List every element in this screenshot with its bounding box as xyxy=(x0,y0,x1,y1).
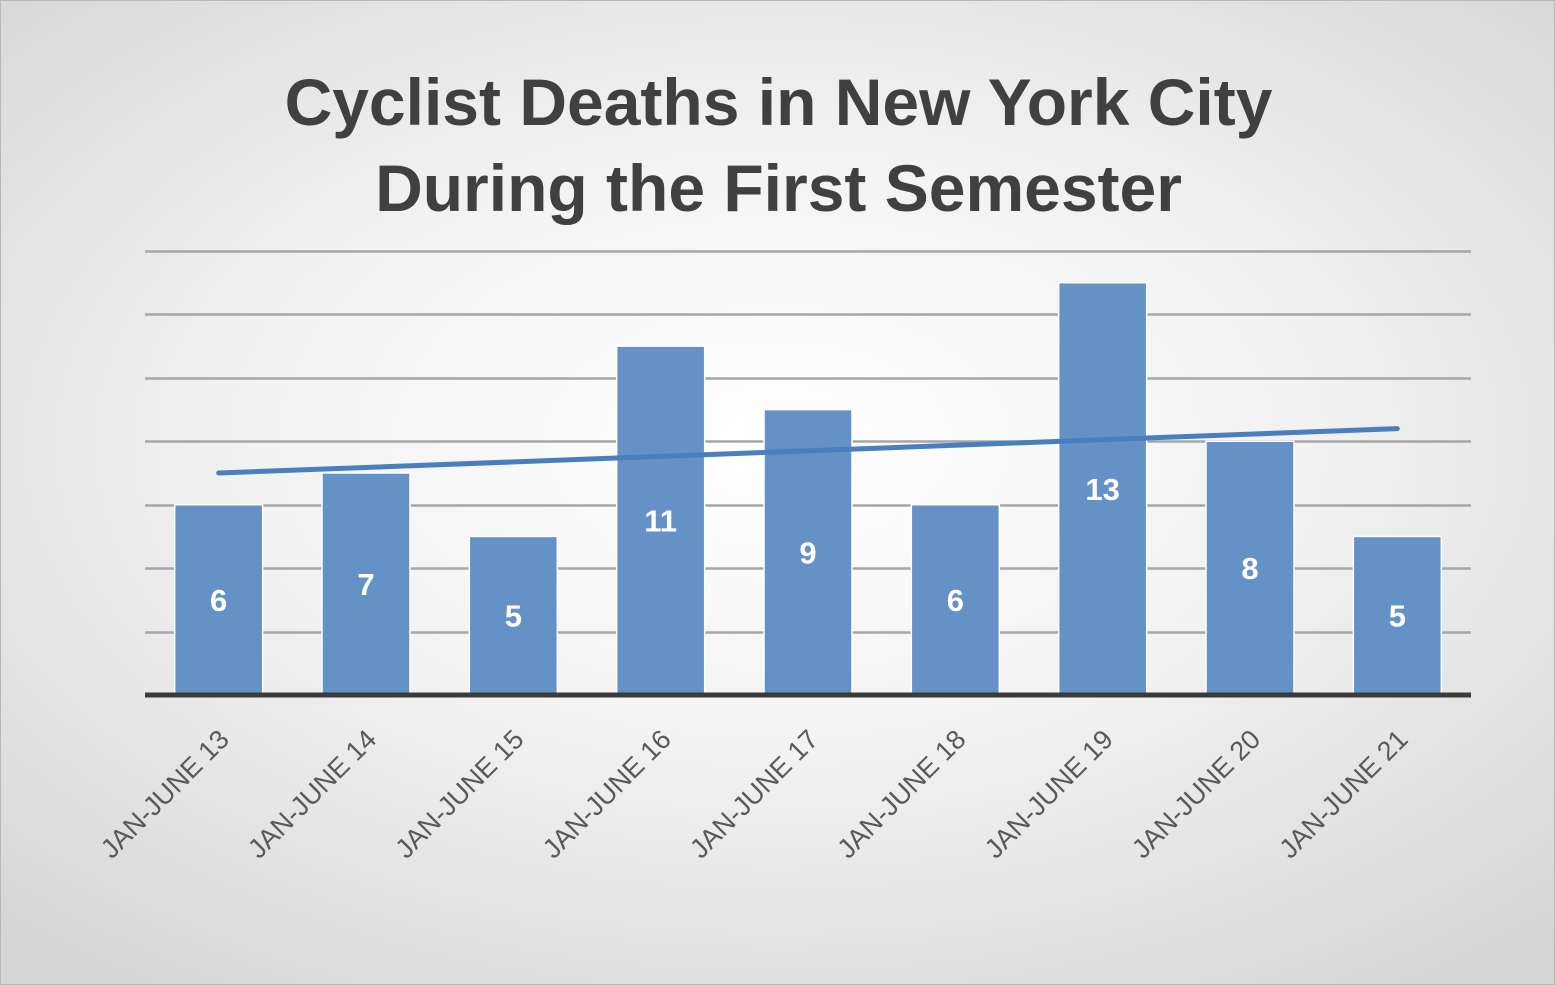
x-tick-label: JAN-JUNE 19 xyxy=(979,724,1119,864)
data-label: 6 xyxy=(947,583,964,618)
bar xyxy=(173,503,264,696)
bar xyxy=(1352,535,1443,696)
data-label: 6 xyxy=(210,583,227,618)
chart-title-line-1: Cyclist Deaths in New York City xyxy=(284,65,1273,139)
data-label: 11 xyxy=(644,504,677,539)
x-tick-label: JAN-JUNE 16 xyxy=(537,724,677,864)
x-tick-label: JAN-JUNE 20 xyxy=(1126,724,1266,864)
x-tick-label: JAN-JUNE 14 xyxy=(242,724,382,864)
data-label: 8 xyxy=(1241,551,1258,586)
bar xyxy=(763,408,853,696)
bar xyxy=(1057,281,1148,696)
x-tick-label: JAN-JUNE 13 xyxy=(95,724,235,864)
data-label: 5 xyxy=(505,599,522,634)
x-tick-label: JAN-JUNE 21 xyxy=(1274,724,1414,864)
trendline xyxy=(216,426,1400,476)
x-tick-label: JAN-JUNE 18 xyxy=(832,724,972,864)
bar xyxy=(468,535,559,696)
data-label: 5 xyxy=(1389,599,1406,634)
data-label: 13 xyxy=(1085,472,1119,507)
chart-title: Cyclist Deaths in New York City During t… xyxy=(1,59,1554,231)
x-tick-label: JAN-JUNE 17 xyxy=(684,724,824,864)
bars xyxy=(173,281,1443,696)
data-label: 9 xyxy=(799,535,816,570)
x-tick-label: JAN-JUNE 15 xyxy=(390,724,530,864)
trendline-group xyxy=(216,426,1400,476)
chart-title-line-2: During the First Semester xyxy=(375,151,1182,225)
bar xyxy=(1205,440,1295,696)
bar xyxy=(321,472,411,696)
data-labels: 6 7 5 11 9 6 13 8 5 xyxy=(210,472,1406,634)
x-axis-tick-labels: JAN-JUNE 13 JAN-JUNE 14 JAN-JUNE 15 JAN-JUN… xyxy=(95,724,1414,864)
data-label: 7 xyxy=(357,567,374,602)
